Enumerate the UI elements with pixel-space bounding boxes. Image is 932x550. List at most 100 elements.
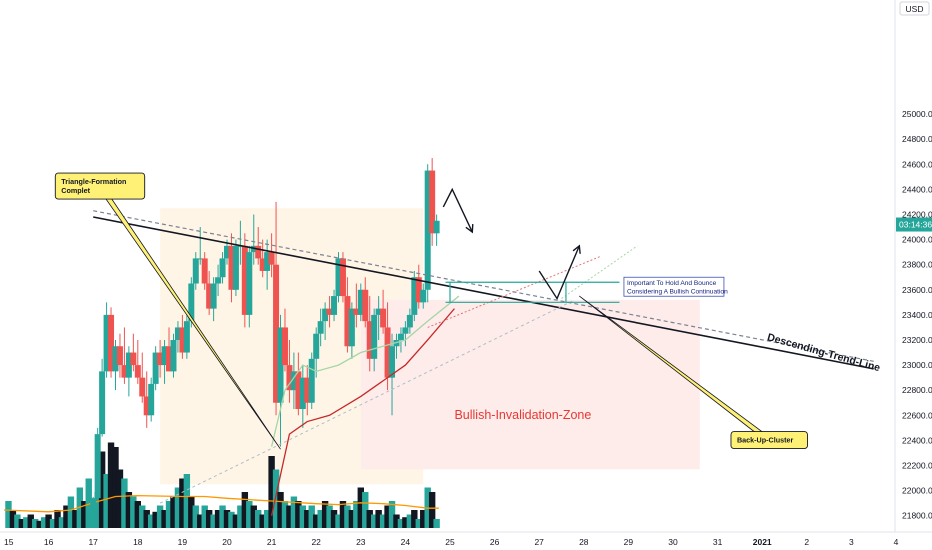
candle-body bbox=[420, 289, 427, 303]
candle-body bbox=[281, 327, 288, 366]
price-tick: 21800.0 bbox=[902, 511, 932, 521]
volume-bar bbox=[179, 478, 186, 528]
volume-average bbox=[3, 494, 439, 513]
candle-body bbox=[103, 314, 110, 372]
candle-body bbox=[322, 308, 329, 322]
time-tick: 15 bbox=[4, 537, 14, 547]
candle-body bbox=[152, 352, 159, 384]
candle-body bbox=[357, 289, 364, 315]
price-tick: 22800.0 bbox=[902, 385, 932, 395]
candle-body bbox=[139, 377, 146, 397]
volume-bar bbox=[286, 505, 293, 528]
volume-bar bbox=[402, 517, 409, 528]
trend-line bbox=[159, 299, 576, 504]
price-tick: 24600.0 bbox=[902, 159, 932, 169]
volume-bar bbox=[139, 505, 146, 528]
candle-body bbox=[246, 252, 253, 315]
volume-bar bbox=[228, 511, 235, 528]
callout-text: Complet bbox=[61, 186, 90, 195]
trend-lines[interactable] bbox=[93, 210, 874, 504]
price-axis[interactable]: 21800.0 22000.0 22200.0 22400.0 22600.0 22800… bbox=[894, 0, 932, 532]
volume-bar bbox=[362, 492, 369, 528]
candle-body bbox=[130, 352, 137, 366]
price-tick: 22600.0 bbox=[902, 410, 932, 420]
candle-body bbox=[197, 258, 204, 260]
volume-bar bbox=[192, 505, 199, 528]
moving-average-line bbox=[270, 308, 455, 516]
last-price-time: 03:14:36 bbox=[899, 220, 932, 230]
volume-bar bbox=[63, 505, 70, 528]
trend-line bbox=[561, 245, 638, 299]
trend-line bbox=[427, 255, 602, 328]
candle-body bbox=[304, 377, 311, 403]
volume-bar bbox=[67, 496, 75, 528]
volume-bar bbox=[72, 510, 79, 528]
candle-body bbox=[326, 308, 333, 315]
price-tick: 23400.0 bbox=[902, 310, 932, 320]
volume-bar bbox=[357, 487, 364, 528]
info-box bbox=[623, 276, 725, 297]
candle-body bbox=[331, 296, 338, 315]
volume-bar bbox=[134, 501, 141, 528]
volume-bar bbox=[197, 514, 204, 528]
volume-bar bbox=[290, 496, 298, 528]
candle-body bbox=[125, 352, 132, 378]
volume-bar bbox=[161, 510, 168, 528]
arrow-head bbox=[572, 244, 581, 254]
volume-bar bbox=[170, 496, 177, 528]
info-box-text: Important To Hold And Bounce bbox=[627, 280, 717, 287]
trend-line bbox=[93, 216, 874, 370]
volume-bar bbox=[32, 519, 39, 528]
candle-body bbox=[143, 396, 150, 416]
time-tick: 26 bbox=[490, 537, 500, 547]
volume-bar bbox=[27, 514, 34, 528]
callout-text: Triangle-Formation bbox=[61, 177, 126, 186]
volume-bar bbox=[415, 519, 422, 528]
time-tick: 25 bbox=[445, 537, 455, 547]
volume-bar bbox=[188, 496, 195, 528]
volume-bar bbox=[420, 510, 427, 528]
volume-bar bbox=[255, 510, 262, 528]
currency-badge[interactable] bbox=[899, 1, 930, 16]
price-tick: 24800.0 bbox=[902, 134, 932, 144]
volume-bar bbox=[5, 501, 12, 528]
candle-body bbox=[241, 245, 248, 315]
volume-bar bbox=[103, 474, 110, 528]
trend-line-label: Descending-Trend-Line bbox=[766, 331, 882, 374]
candle-body bbox=[273, 264, 280, 403]
time-axis[interactable]: 15 16 17 18 19 20 21 22 23 24 25 26 27 28 29 30 31 2021 2 3… bbox=[0, 531, 932, 550]
candle-body bbox=[219, 258, 226, 278]
volume-bar bbox=[308, 505, 315, 528]
volume-bar bbox=[147, 514, 155, 528]
volume-bar bbox=[183, 474, 191, 528]
candle-body bbox=[215, 277, 222, 284]
candle-body bbox=[384, 327, 391, 378]
candle-body bbox=[348, 308, 355, 347]
projection-arrows bbox=[442, 187, 581, 301]
volume-bar bbox=[165, 501, 173, 528]
volume-bar bbox=[393, 514, 400, 528]
candle-body bbox=[108, 314, 115, 372]
time-tick: 29 bbox=[624, 537, 634, 547]
volume-bar bbox=[121, 478, 128, 528]
volume-bar bbox=[272, 469, 280, 528]
price-tick: 23600.0 bbox=[902, 285, 932, 295]
time-tick: 18 bbox=[133, 537, 143, 547]
volume-bar bbox=[237, 505, 244, 528]
volume-bar bbox=[433, 519, 440, 528]
volume-bar bbox=[98, 451, 106, 528]
time-tick: 2 bbox=[804, 537, 809, 547]
volume-bar bbox=[9, 510, 17, 528]
projection-arrow bbox=[442, 187, 473, 233]
volume-bar bbox=[428, 492, 436, 528]
time-tick: 30 bbox=[668, 537, 678, 547]
volume-bar bbox=[40, 517, 48, 528]
candle-body bbox=[429, 170, 436, 234]
volume-bar bbox=[116, 469, 124, 528]
price-tick: 22400.0 bbox=[902, 435, 932, 445]
candle-body bbox=[148, 383, 155, 416]
volume-bar bbox=[281, 501, 289, 528]
projection-arrow bbox=[538, 245, 580, 301]
candle-body bbox=[295, 371, 302, 410]
